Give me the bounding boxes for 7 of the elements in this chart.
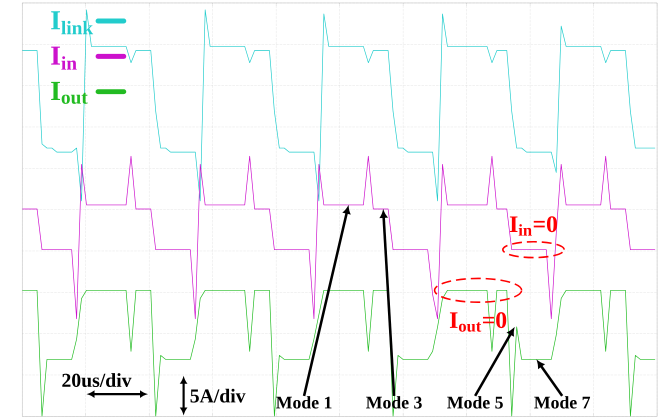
annotation: Mode 7	[534, 396, 590, 408]
annotation: 20us/div	[62, 372, 132, 387]
legend-label: I$_{in}$	[51, 46, 77, 70]
annotation: Mode 1	[276, 396, 332, 408]
annotation: I$_{in}$=0	[510, 216, 557, 236]
annotation: 5A/div	[190, 388, 246, 402]
annotation: Mode 5	[447, 396, 503, 408]
